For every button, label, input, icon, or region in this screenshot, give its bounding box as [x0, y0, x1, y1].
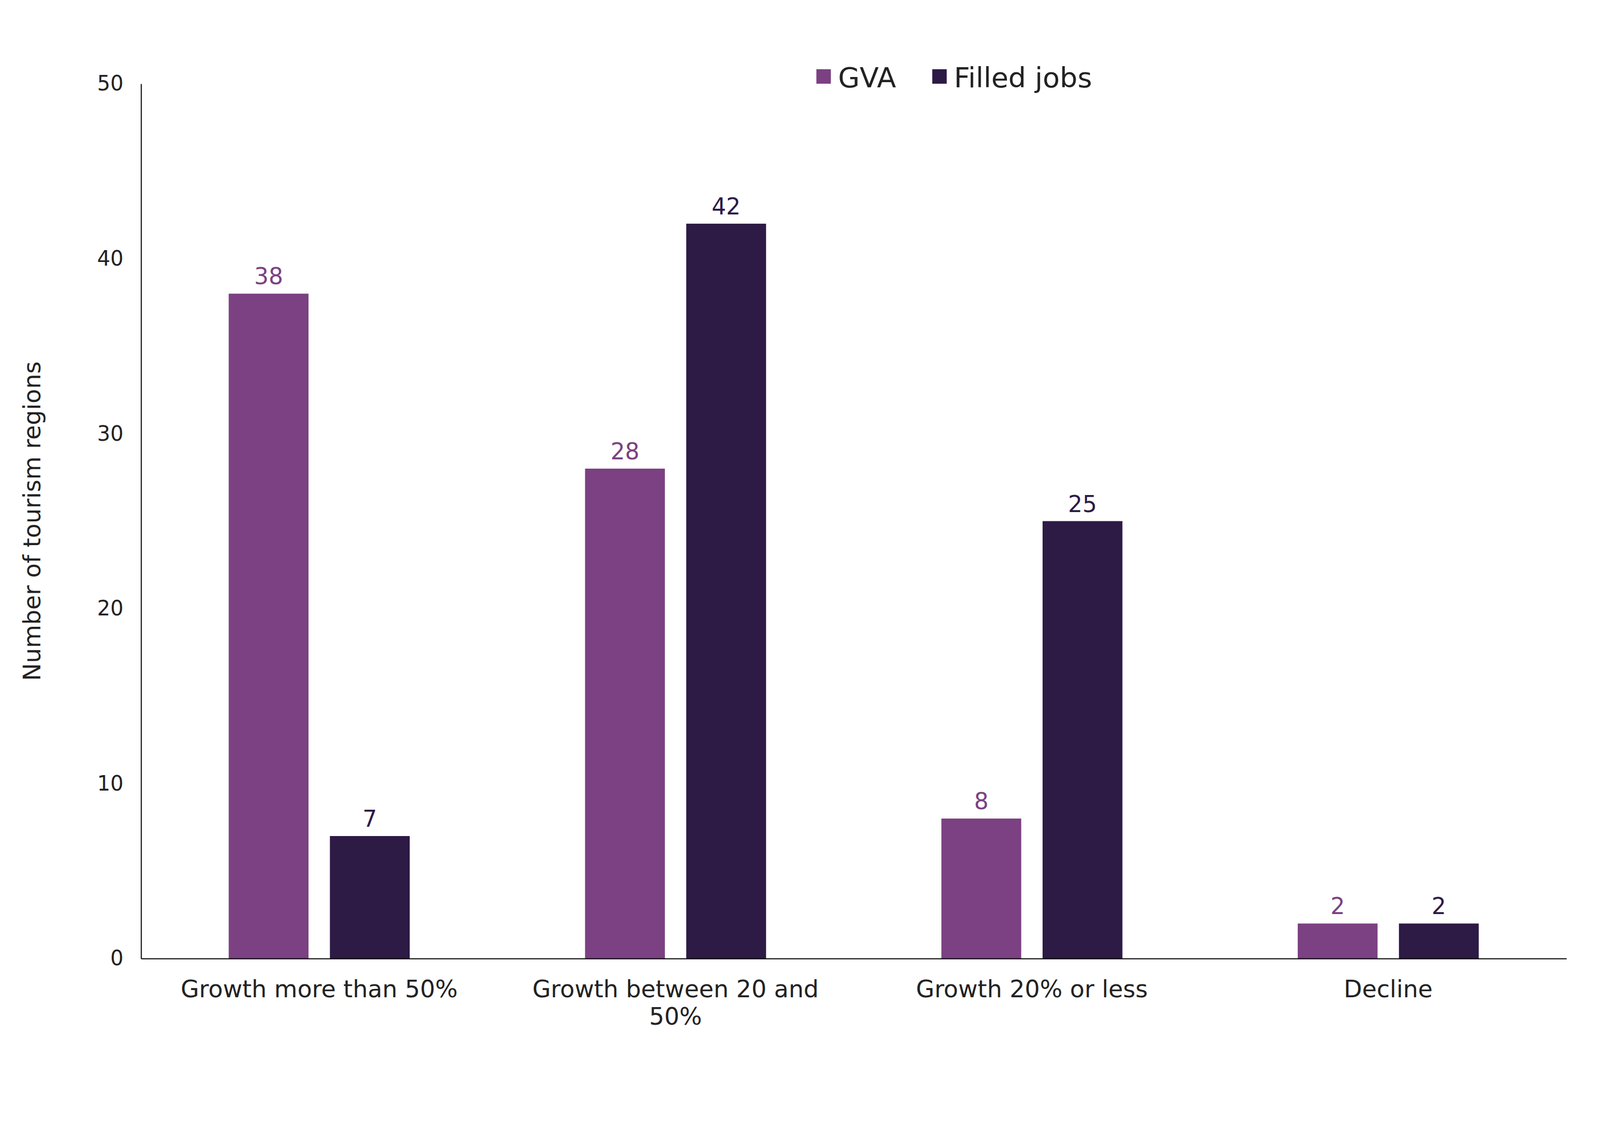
tick: Growth 20% or less	[915, 958, 1148, 1003]
bar	[1042, 521, 1123, 959]
legend-label: GVA	[837, 61, 896, 95]
axis-title: Number of tourism regions	[18, 361, 46, 681]
plot: 38288274225201020304050Growth more than …	[97, 71, 1567, 1030]
legend-item: GVA	[816, 61, 896, 95]
data-label: 7	[362, 805, 378, 832]
axis-line	[141, 84, 143, 959]
tick: 50	[97, 71, 142, 96]
bar	[686, 223, 767, 959]
tick-label: Growth more than 50%	[180, 974, 458, 1003]
data-label: 38	[254, 262, 284, 290]
legend-item: Filled jobs	[932, 61, 1093, 95]
tick-label: 50	[97, 71, 124, 96]
tick-label: Growth 20% or less	[915, 974, 1148, 1003]
legend-label: Filled jobs	[954, 61, 1093, 95]
data-label: 25	[1067, 490, 1097, 518]
bar	[584, 468, 665, 959]
bar	[1297, 923, 1378, 959]
tick: 40	[97, 246, 142, 271]
tick-label: Growth between 20 and50%	[532, 974, 819, 1031]
y-axis: 0 10 20 30 40 50	[97, 71, 142, 970]
tick-label: Decline	[1343, 974, 1433, 1003]
bar	[330, 835, 411, 959]
data-label: 8	[973, 787, 989, 815]
axis-line	[141, 958, 1567, 960]
data-label: 28	[610, 438, 640, 465]
tick-label: 10	[97, 771, 124, 796]
data-labels: 38 28 8 2 7 42 25 2	[254, 193, 1447, 920]
chart: 38288274225201020304050Growth more than …	[0, 0, 1600, 1128]
tick-label: 0	[110, 945, 124, 970]
bar	[1399, 923, 1480, 959]
tick-label: 20	[97, 596, 124, 620]
tick: 0	[110, 945, 142, 970]
tick: Growth between 20 and50%	[532, 958, 819, 1031]
bar	[941, 818, 1022, 959]
tick: 10	[97, 771, 142, 796]
bars	[228, 223, 1480, 959]
tick: Decline	[1343, 958, 1433, 1003]
data-label: 2	[1431, 892, 1447, 920]
legend-swatch	[816, 69, 831, 84]
legend-swatch	[932, 69, 947, 84]
tick: Growth more than 50%	[180, 958, 458, 1003]
tick: 20	[97, 596, 142, 620]
legend: GVA Filled jobs	[816, 61, 1093, 95]
data-label: 2	[1330, 892, 1345, 920]
x-axis: Growth more than 50% Growth between 20 an…	[141, 958, 1567, 1031]
tick-label: 40	[97, 246, 124, 271]
tick-label: 30	[97, 421, 124, 446]
data-label: 42	[711, 193, 741, 220]
tick: 30	[97, 421, 142, 446]
bar	[228, 293, 309, 959]
